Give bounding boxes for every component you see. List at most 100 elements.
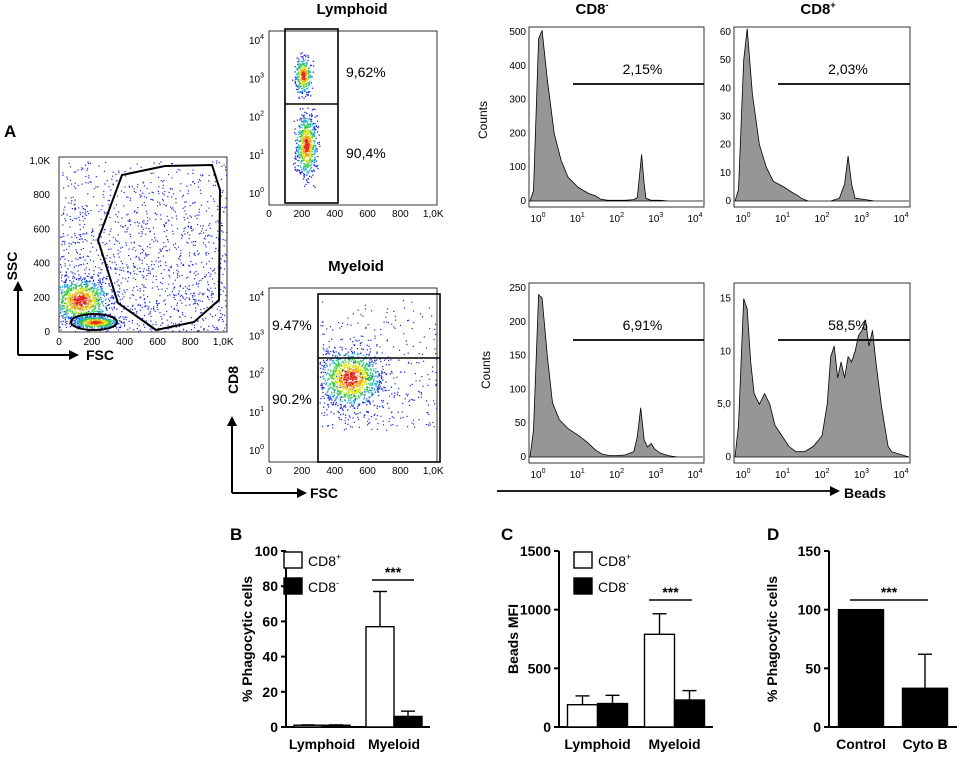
lymphoid-event-dot	[319, 145, 321, 147]
lymphoid-event-dot	[304, 83, 307, 85]
scatter-event-dot	[70, 285, 72, 287]
scatter-event-dot	[98, 299, 101, 301]
lymphoid-event-dot	[307, 161, 309, 163]
scatter-event-dot	[73, 186, 75, 188]
scatter-event-dot	[68, 245, 70, 247]
scatter-event-dot	[144, 254, 147, 256]
lymphoid-event-dot	[309, 159, 311, 161]
scatter-event-dot	[145, 233, 147, 235]
scatter-event-dot	[225, 197, 227, 199]
scatter-event-dot	[146, 269, 148, 271]
lymphoid-event-dot	[309, 77, 311, 79]
scatter-event-dot	[61, 240, 64, 243]
panel-letter-a: A	[4, 122, 16, 141]
scatter-event-dot	[59, 286, 62, 288]
scatter-event-dot	[197, 320, 199, 322]
scatter-event-dot	[128, 186, 131, 188]
scatter-event-dot	[206, 288, 208, 290]
scatter-event-dot	[219, 310, 221, 312]
scatter-event-dot	[117, 221, 119, 223]
scatter-event-dot	[70, 308, 72, 310]
scatter-event-dot	[126, 214, 128, 216]
scatter-event-dot	[81, 206, 83, 208]
scatter-event-dot	[139, 329, 141, 331]
myeloid-event-dot	[341, 389, 343, 391]
scatter-event-dot	[110, 324, 112, 326]
scatter-event-dot	[81, 305, 83, 308]
lymphoid-event-dot	[303, 175, 305, 177]
lymphoid-event-dot	[304, 120, 307, 122]
scatter-event-dot	[66, 285, 68, 287]
scatter-event-dot	[213, 174, 215, 176]
scatter-event-dot	[74, 217, 76, 219]
myeloid-event-dot	[359, 382, 361, 385]
scatter-event-dot	[91, 228, 93, 230]
lymphoid-event-dot	[303, 156, 306, 159]
scatter-event-dot	[117, 329, 120, 331]
lymphoid-event-dot	[310, 142, 312, 144]
scatter-event-dot	[67, 268, 69, 270]
lymphoid-event-dot	[313, 145, 316, 147]
myeloid-event-dot	[376, 352, 378, 355]
scatter-event-dot	[96, 291, 98, 293]
lymphoid-event-dot	[299, 119, 301, 121]
myeloid-event-dot	[339, 403, 342, 406]
scatter-event-dot	[74, 288, 76, 291]
lymphoid-event-dot	[296, 67, 298, 69]
scatter-event-dot	[141, 226, 143, 228]
myeloid-event-dot	[362, 369, 364, 372]
scatter-event-dot	[218, 301, 220, 303]
myeloid-event-dot	[363, 398, 365, 400]
scatter-event-dot	[64, 281, 66, 284]
myeloid-event-dot	[338, 379, 340, 381]
scatter-event-dot	[143, 222, 145, 224]
scatter-event-dot	[78, 274, 80, 276]
scatter-event-dot	[77, 184, 79, 187]
scatter-event-dot	[194, 215, 196, 217]
scatter-event-dot	[71, 302, 73, 305]
lymphoid-event-dot	[303, 135, 305, 138]
scatter-event-dot	[85, 289, 87, 292]
scatter-event-dot	[119, 269, 121, 271]
lymphoid-event-dot	[302, 178, 305, 180]
scatter-event-dot	[99, 309, 101, 311]
scatter-event-dot	[138, 330, 140, 332]
scatter-event-dot	[90, 312, 92, 314]
lymphoid-event-dot	[316, 120, 319, 122]
myeloid-event-dot	[334, 398, 336, 400]
scatter-event-dot	[214, 328, 216, 330]
scatter-event-dot	[87, 303, 90, 305]
scatter-event-dot	[102, 279, 104, 281]
lymphoid-event-dot	[316, 164, 318, 167]
scatter-event-dot	[67, 234, 69, 236]
scatter-event-dot	[59, 298, 61, 300]
myeloid-event-dot	[326, 365, 328, 368]
myeloid-event-dot	[332, 382, 334, 384]
scatter-event-dot	[167, 331, 169, 332]
lymphoid-event-dot	[307, 82, 309, 84]
lymphoid-event-dot	[306, 117, 308, 120]
scatter-event-dot	[86, 293, 88, 295]
scatter-event-dot	[125, 242, 127, 244]
myeloid-event-dot	[353, 400, 356, 402]
lymphoid-event-dot	[295, 85, 297, 87]
scatter-event-dot	[205, 317, 207, 319]
lymphoid-event-dot	[309, 175, 311, 177]
myeloid-event-dot	[352, 377, 354, 380]
lymphoid-event-dot	[302, 150, 304, 152]
scatter-event-dot	[60, 311, 62, 313]
myeloid-event-dot	[361, 378, 363, 381]
myeloid-event-dot	[347, 384, 350, 386]
scatter-event-dot	[100, 272, 102, 274]
myeloid-event-dot	[373, 404, 376, 406]
scatter-event-dot	[145, 227, 147, 229]
scatter-event-dot	[79, 213, 81, 215]
scatter-event-dot	[163, 204, 165, 206]
scatter-event-dot	[163, 300, 165, 302]
scatter-event-dot	[102, 281, 104, 283]
scatter-event-dot	[67, 310, 69, 312]
scatter-event-dot	[100, 258, 102, 260]
scatter-event-dot	[101, 285, 103, 288]
myeloid-event-dot	[328, 353, 330, 355]
lymphoid-event-dot	[294, 157, 296, 159]
